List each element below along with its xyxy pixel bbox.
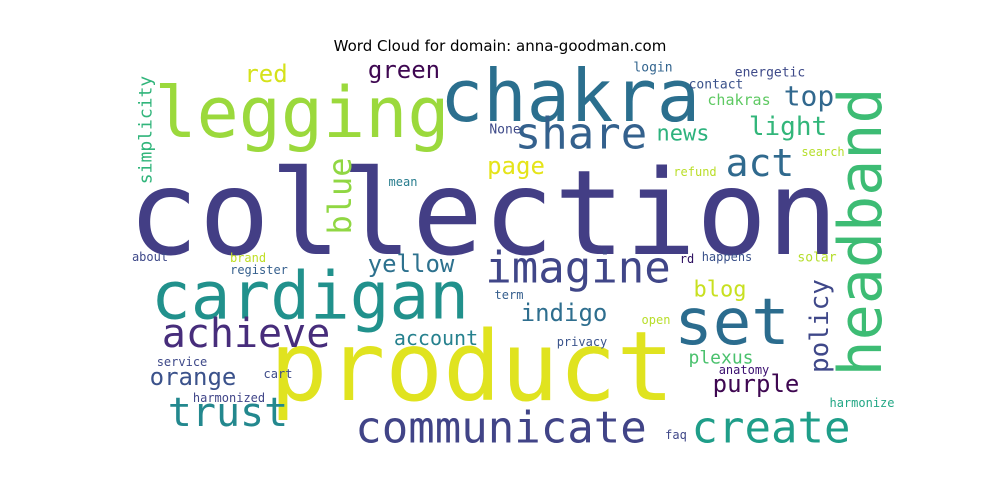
word-news: news [657,122,710,147]
word-set: set [674,286,790,360]
word-open: open [642,313,671,327]
word-purple: purple [713,370,800,398]
word-communicate: communicate [355,403,646,454]
word-legging: legging [154,72,449,154]
word-orange: orange [150,363,237,391]
word-anatomy: anatomy [719,363,770,377]
word-indigo: indigo [521,299,608,327]
word-page: page [487,152,545,180]
word-top: top [784,80,835,113]
word-cardigan: cardigan [151,258,469,335]
word-green: green [368,60,440,84]
word-collection: collection [128,144,838,282]
word-brand: brand [230,251,266,265]
word-account: account [394,326,478,350]
word-plexus: plexus [688,348,753,369]
word-light: light [749,112,827,142]
word-simplicity: simplicity [136,76,157,185]
word-cart: cart [264,367,293,381]
word-none: None [489,123,520,138]
word-product: product [270,311,675,423]
word-faq: faq [665,428,687,442]
word-blog: blog [694,278,747,303]
word-share: share [515,109,647,160]
word-harmonize: harmonize [829,396,894,410]
word-register: register [230,263,288,277]
word-term: term [495,288,524,302]
word-yellow: yellow [368,250,455,278]
word-chakra: chakra [440,60,700,138]
chart-title: Word Cloud for domain: anna-goodman.com [333,37,667,55]
word-rd: rd [680,252,694,266]
word-act: act [726,141,795,185]
word-headband: headband [826,88,896,377]
word-blue: blue [321,157,359,234]
word-login: login [633,61,672,76]
word-mean: mean [389,175,418,189]
word-achieve: achieve [162,311,331,357]
word-refund: refund [673,165,716,179]
word-trust: trust [168,390,288,436]
word-privacy: privacy [557,335,608,349]
word-solar: solar [797,251,836,266]
word-search: search [801,145,844,159]
word-imagine: imagine [485,243,670,294]
word-contact: contact [689,78,744,93]
word-chakras: chakras [707,91,770,109]
word-energetic: energetic [735,66,805,81]
word-harmonized: harmonized [193,391,265,405]
word-create: create [692,403,851,454]
word-service: service [157,355,208,369]
word-about: about [132,250,168,264]
word-red: red [244,60,287,88]
word-policy: policy [805,279,835,373]
word-happens: happens [702,250,753,264]
